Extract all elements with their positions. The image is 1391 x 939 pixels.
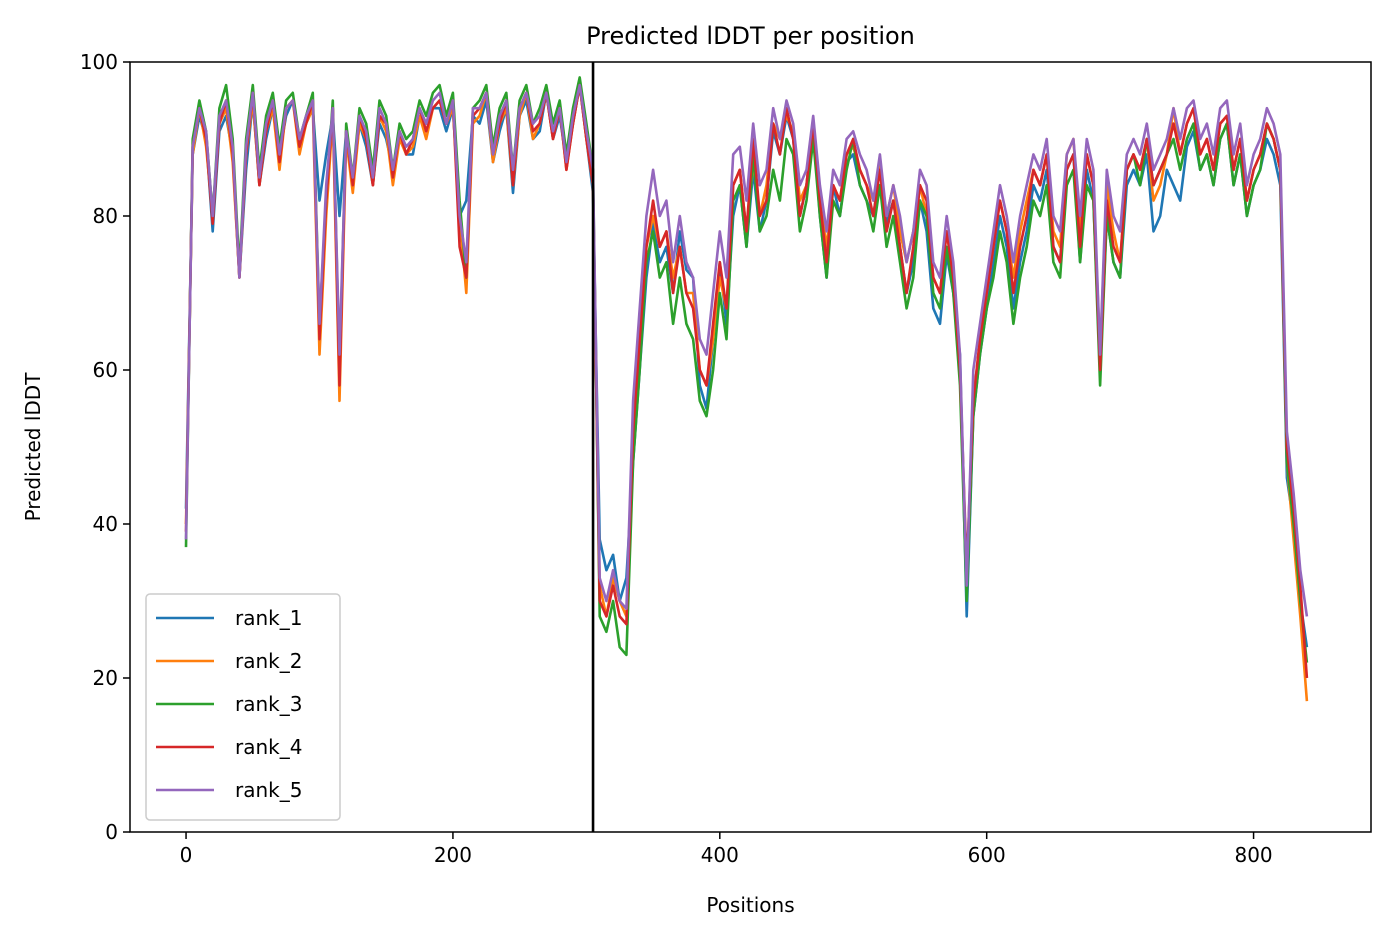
y-tick-label: 0 [105, 820, 118, 844]
legend-label-rank-1: rank_1 [235, 606, 302, 630]
x-axis-title: Positions [706, 893, 794, 917]
y-tick-label: 40 [93, 512, 118, 536]
y-axis-title: Predicted lDDT [21, 372, 45, 522]
series-line-rank-4 [184, 83, 1309, 679]
x-tick-label: 600 [968, 843, 1006, 867]
x-tick-label: 200 [434, 843, 472, 867]
series-line-rank-5 [184, 83, 1309, 617]
y-tick-label: 80 [93, 204, 118, 228]
y-tick-label: 100 [80, 50, 118, 74]
legend-box [145, 593, 341, 821]
legend: rank_1 rank_2 rank_3 rank_4 rank_5 [145, 593, 341, 821]
y-axis: 0 20 40 60 80 100 [80, 50, 130, 844]
x-tick-label: 0 [180, 843, 193, 867]
legend-label-rank-2: rank_2 [235, 649, 302, 673]
x-axis: 0 200 400 600 800 [180, 832, 1273, 867]
legend-label-rank-4: rank_4 [235, 735, 302, 759]
plot-area [184, 62, 1309, 832]
y-tick-label: 20 [93, 666, 118, 690]
plot-frame [129, 61, 1372, 833]
x-tick-label: 800 [1234, 843, 1272, 867]
legend-label-rank-5: rank_5 [235, 778, 302, 802]
legend-label-rank-3: rank_3 [235, 692, 302, 716]
x-tick-label: 400 [701, 843, 739, 867]
y-tick-label: 60 [93, 358, 118, 382]
chart-title: Predicted lDDT per position [586, 22, 915, 50]
